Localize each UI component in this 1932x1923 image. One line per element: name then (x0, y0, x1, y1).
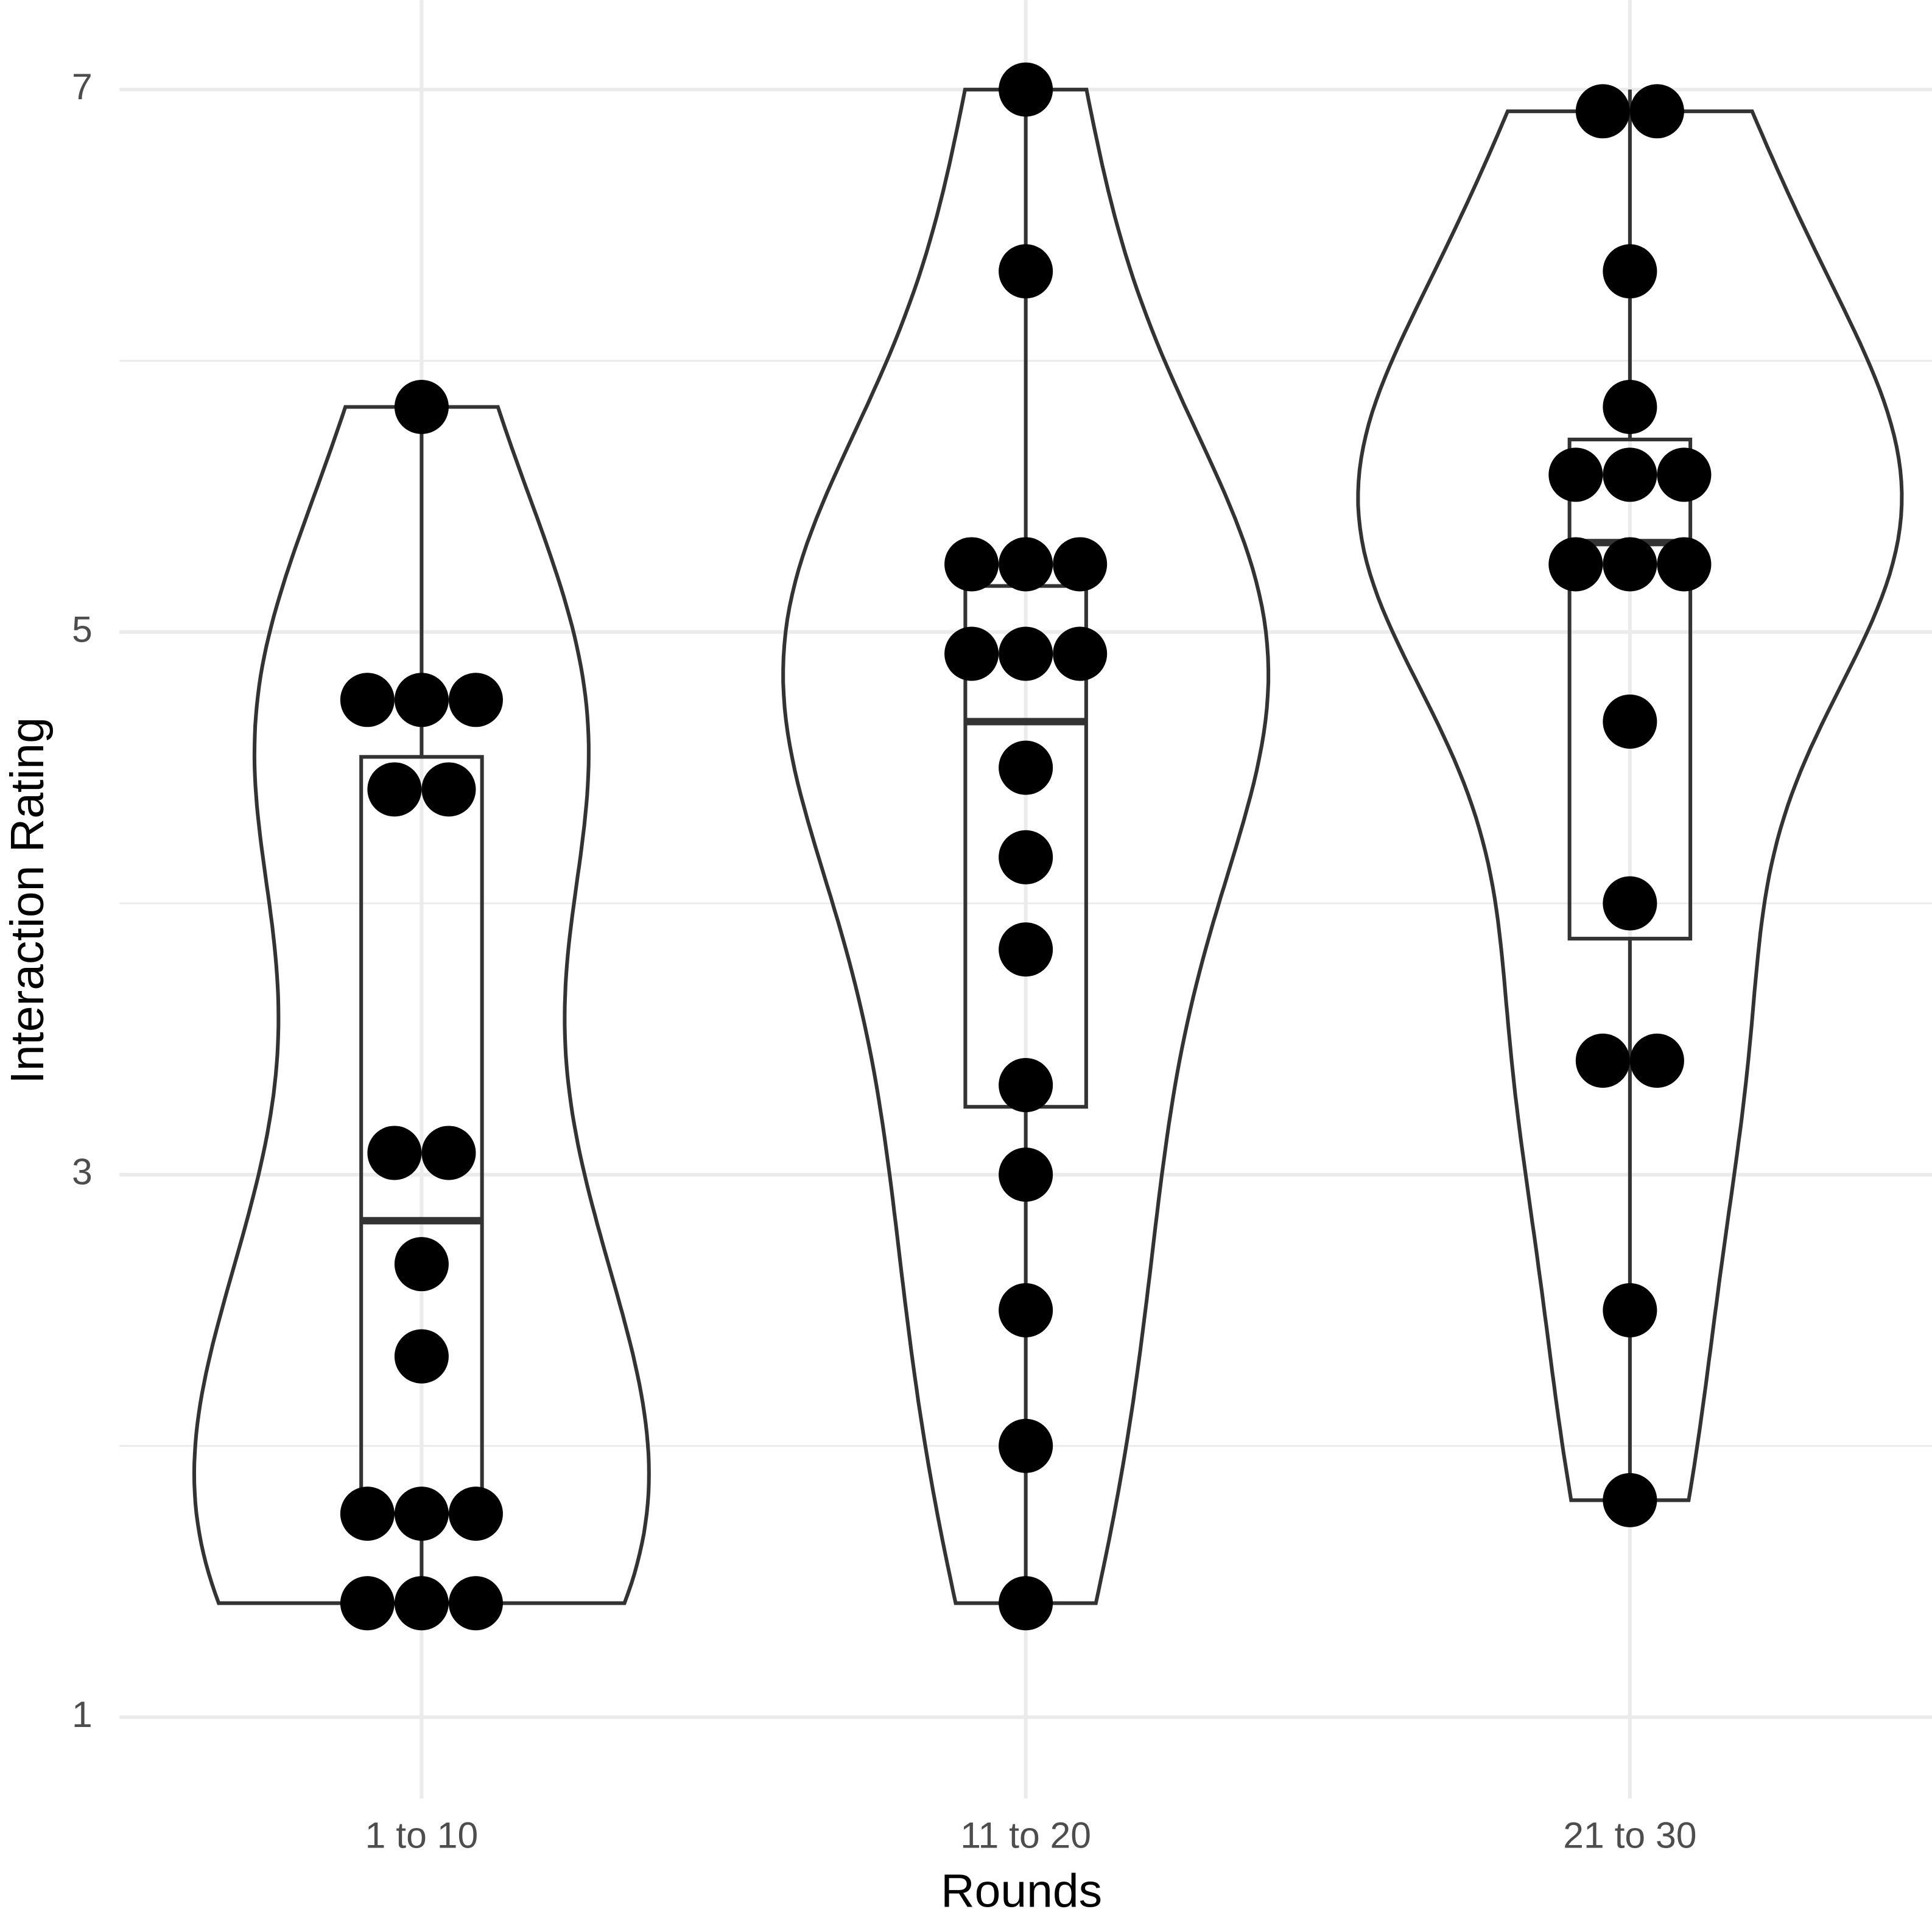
dot (1603, 876, 1657, 931)
dot (1603, 694, 1657, 749)
dot (394, 1237, 449, 1292)
dot (1548, 537, 1603, 592)
dot (1053, 626, 1108, 681)
dot (448, 1487, 503, 1541)
y-tick-label: 3 (72, 1151, 93, 1193)
x-tick-label: 11 to 20 (960, 1814, 1091, 1855)
dot (421, 1126, 476, 1180)
x-tick-label: 21 to 30 (1563, 1814, 1696, 1855)
dot (999, 1418, 1053, 1473)
dot (999, 1147, 1053, 1202)
dot (367, 762, 422, 817)
dot (999, 740, 1053, 795)
dot (944, 626, 999, 681)
dot (999, 537, 1053, 592)
dot (999, 1576, 1053, 1631)
dot (394, 673, 449, 727)
violin (192, 405, 651, 1605)
x-tick-label: 1 to 10 (365, 1814, 479, 1855)
violin (1356, 109, 1904, 1502)
dot (340, 1487, 395, 1541)
dot (1603, 244, 1657, 299)
dot (394, 1329, 449, 1384)
dot (1657, 537, 1712, 592)
dot (999, 62, 1053, 117)
y-tick-label: 1 (72, 1694, 93, 1735)
dot (340, 1576, 395, 1631)
violin (781, 88, 1271, 1605)
y-tick-label: 5 (72, 608, 93, 650)
dot (1053, 537, 1108, 592)
dot (1603, 379, 1657, 435)
dot (394, 1487, 449, 1541)
dot (394, 379, 449, 435)
dot (448, 1576, 503, 1631)
dot (999, 1283, 1053, 1337)
x-axis-title: Rounds (941, 1865, 1102, 1918)
dot (394, 1576, 449, 1631)
dot (1548, 447, 1603, 502)
dot (1603, 447, 1657, 502)
dot (1629, 84, 1684, 139)
dot (944, 537, 999, 592)
dot (421, 762, 476, 817)
plot-area (192, 62, 1904, 1631)
dot (1603, 1473, 1657, 1527)
y-tick-label: 7 (72, 66, 93, 107)
dot (999, 244, 1053, 299)
dot (367, 1126, 422, 1180)
dot (999, 626, 1053, 681)
box (1567, 437, 1693, 940)
dot (448, 673, 503, 727)
dot (999, 830, 1053, 884)
dot (340, 673, 395, 727)
dot (1603, 1283, 1657, 1337)
y-axis-title: Interaction Rating (1, 717, 54, 1084)
dot (1575, 84, 1630, 139)
dot (1629, 1033, 1684, 1088)
dot (999, 922, 1053, 977)
dot (1657, 447, 1712, 502)
dot (1603, 537, 1657, 592)
dot (999, 1058, 1053, 1113)
dot (1575, 1033, 1630, 1088)
